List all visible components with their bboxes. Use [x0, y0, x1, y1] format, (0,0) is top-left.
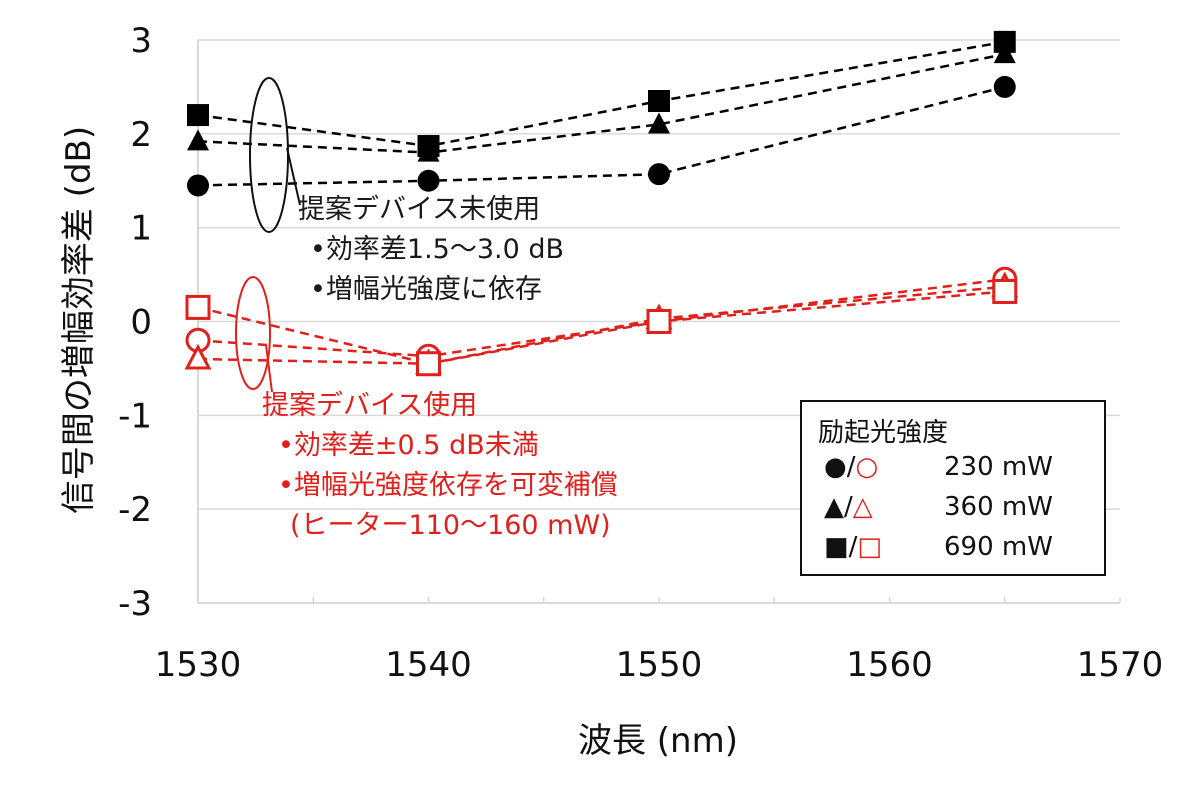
annotation-without-device-line1: •効率差1.5〜3.0 dB — [310, 234, 565, 265]
legend-symbol-circle: ●/○ — [824, 452, 879, 482]
group-ellipse-with-device — [235, 276, 271, 390]
annotation-with-device-line2: •増幅光強度依存を可変補償 — [278, 470, 618, 501]
legend: 励起光強度 ●/○ 230 mW ▲/△ 360 mW ■/□ 690 mW — [800, 400, 1106, 576]
series-line-circle-open — [197, 278, 1005, 358]
x-tick-label: 1540 — [385, 645, 472, 685]
group-ellipse-without-device — [249, 77, 289, 233]
x-tick-label: 1550 — [616, 645, 703, 685]
y-tick-label: 1 — [130, 209, 152, 249]
y-tick-label: -3 — [118, 584, 152, 624]
data-point-square — [992, 278, 1018, 304]
data-point-triangle — [184, 343, 212, 370]
data-point-circle — [993, 75, 1016, 98]
y-tick-label: 0 — [130, 303, 152, 343]
series-line-square-filled — [197, 40, 1006, 148]
series-markers — [184, 30, 1019, 377]
data-point-circle — [417, 169, 440, 192]
data-point-square — [648, 89, 670, 112]
legend-title: 励起光強度 — [818, 418, 949, 448]
data-point-square — [416, 351, 441, 377]
legend-label: 230 mW — [944, 452, 1053, 482]
legend-label: 690 mW — [944, 532, 1053, 562]
y-tick-label: 3 — [130, 21, 152, 61]
series-lines — [197, 40, 1006, 365]
series-line-circle-filled — [197, 85, 1006, 187]
legend-symbol-square: ■/□ — [824, 532, 882, 562]
ellipse-pointer — [286, 147, 301, 206]
x-tick-label: 1560 — [846, 645, 933, 685]
data-point-square — [417, 135, 440, 158]
x-tick-label: 1530 — [155, 645, 242, 685]
data-point-square — [646, 309, 672, 334]
x-tick-label: 1570 — [1077, 645, 1164, 685]
y-tick-label: -1 — [118, 396, 152, 436]
y-tick-label: -2 — [118, 490, 152, 530]
ellipse-pointer — [265, 344, 273, 393]
series-line-triangle-filled — [197, 52, 1006, 154]
annotation-with-device-line1: •効率差±0.5 dB未満 — [278, 430, 539, 461]
y-axis-label: 信号間の増幅効率差 (dB) — [59, 126, 99, 514]
annotation-with-device-line3: (ヒーター110〜160 mW) — [290, 510, 611, 541]
data-point-triangle — [648, 112, 670, 134]
series-line-square-open — [197, 290, 1005, 365]
legend-symbol-triangle: ▲/△ — [824, 492, 873, 522]
tick-labels: -3 -2 -1 0 1 2 3 1530 1540 1550 1560 1570 — [118, 21, 1163, 685]
data-point-circle — [648, 163, 670, 186]
y-tick-label: 2 — [130, 115, 152, 155]
annotation-without-device-line2: •増幅光強度に依存 — [310, 274, 542, 305]
x-axis-label: 波長 (nm) — [578, 721, 738, 761]
data-point-triangle — [187, 129, 209, 151]
data-point-square — [185, 294, 211, 320]
series-line-triangle-open — [197, 285, 1005, 365]
legend-label: 360 mW — [944, 492, 1053, 522]
data-point-circle — [187, 174, 209, 197]
annotation-without-device-title: 提案デバイス未使用 — [298, 194, 541, 225]
data-point-square — [187, 104, 209, 127]
data-point-square — [993, 30, 1016, 53]
group-ellipses — [235, 77, 301, 393]
annotation-with-device-title: 提案デバイス使用 — [262, 390, 478, 421]
